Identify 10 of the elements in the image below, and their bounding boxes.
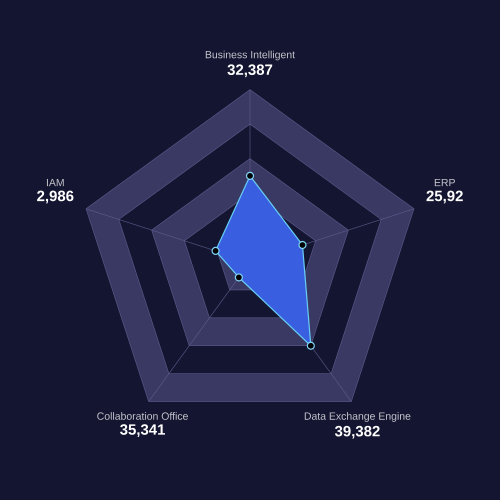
spoke-label: Data Exchange Engine: [304, 412, 410, 422]
spoke-label: Business Intelligent: [206, 50, 295, 60]
text: 32,387: [227, 64, 272, 78]
text: 35,341: [120, 424, 165, 437]
text: 2,986: [37, 190, 74, 204]
spoke-label: IAM: [46, 178, 64, 186]
text: 25,92: [426, 190, 463, 204]
text: 39,382: [334, 426, 380, 439]
spoke-label: Collaboration Office: [97, 412, 188, 420]
spoke-label: ERP: [434, 178, 455, 186]
